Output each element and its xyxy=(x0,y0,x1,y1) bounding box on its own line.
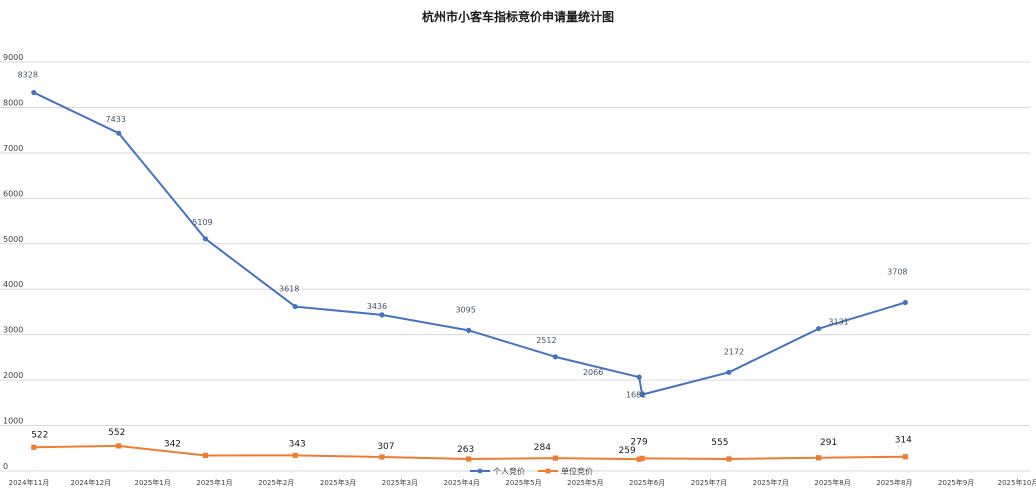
data-label-unit: 284 xyxy=(534,443,551,453)
y-tick-label: 1000 xyxy=(3,417,23,426)
y-tick-label: 2000 xyxy=(3,371,23,380)
x-tick-label: 2025年5月 xyxy=(505,478,541,487)
y-tick-label: 4000 xyxy=(3,280,23,289)
y-tick-label: 0 xyxy=(3,462,8,471)
x-tick-label: 2025年5月 xyxy=(567,478,603,487)
x-tick-label: 2025年10月 xyxy=(998,478,1036,487)
data-label-unit: 259 xyxy=(619,446,636,456)
data-label-unit: 291 xyxy=(820,438,837,448)
data-point-unit xyxy=(636,456,642,462)
legend-label: 个人竞价 xyxy=(493,466,525,476)
data-point-unit xyxy=(816,455,822,461)
data-label-unit: 263 xyxy=(457,445,474,455)
data-point-unit xyxy=(202,452,209,459)
gridlines xyxy=(0,61,1030,472)
data-point-personal xyxy=(639,392,645,398)
data-label-unit: 552 xyxy=(108,428,125,438)
data-point-personal xyxy=(552,354,559,360)
data-label-personal: 3618 xyxy=(279,285,299,294)
data-label-unit: 342 xyxy=(164,439,181,449)
x-tick-label: 2025年8月 xyxy=(876,478,912,487)
data-point-personal xyxy=(902,299,908,306)
x-tick-label: 2025年2月 xyxy=(258,478,294,487)
data-label-personal: 2512 xyxy=(536,336,556,345)
series-line-unit xyxy=(33,444,906,461)
data-point-personal xyxy=(292,303,298,310)
data-label-personal: 7433 xyxy=(106,115,126,124)
series-line-personal xyxy=(33,91,906,396)
data-label-personal: 8328 xyxy=(18,71,38,80)
x-tick-label: 2025年3月 xyxy=(320,478,356,487)
x-tick-label: 2025年7月 xyxy=(691,478,727,487)
x-axis-ticks: 2024年11月 2024年12月 2025年1月 2025年1月 2025年2月 202… xyxy=(9,478,1036,487)
y-axis-ticks: 0 1000 2000 3000 4000 5000 6000 7000 8000 9000 xyxy=(3,53,23,471)
data-point-personal xyxy=(116,130,122,136)
data-point-personal xyxy=(466,327,472,333)
data-label-unit: 343 xyxy=(289,439,306,449)
chart-title: 杭州市小客车指标竞价申请量统计图 xyxy=(422,9,614,24)
legend: 个人竞价 单位竞价 xyxy=(470,466,593,476)
legend-item-personal: 个人竞价 xyxy=(470,466,525,476)
x-tick-label: 2025年7月 xyxy=(753,478,789,487)
data-point-personal xyxy=(726,369,732,375)
x-tick-label: 2025年3月 xyxy=(382,478,418,487)
data-point-unit xyxy=(466,456,472,462)
data-point-unit xyxy=(902,454,908,460)
data-label-unit: 314 xyxy=(895,436,912,446)
legend-item-unit: 单位竞价 xyxy=(538,466,593,476)
x-tick-label: 2025年1月 xyxy=(196,478,232,487)
data-label-unit: 307 xyxy=(377,442,394,452)
x-tick-label: 2025年6月 xyxy=(629,478,665,487)
data-point-personal xyxy=(202,236,209,242)
data-label-personal: 1681 xyxy=(626,391,646,400)
data-label-personal: 5109 xyxy=(192,218,212,227)
data-label-personal: 3436 xyxy=(367,302,387,311)
y-tick-label: 3000 xyxy=(3,326,23,335)
data-labels: 8328 7433 5109 3618 3436 3095 2512 2066 1681 2172… xyxy=(18,71,913,457)
data-point-unit xyxy=(726,456,732,462)
data-point-personal xyxy=(379,312,385,318)
x-tick-label: 2024年12月 xyxy=(70,478,111,487)
x-tick-label: 2024年11月 xyxy=(9,478,50,487)
data-label-personal: 2172 xyxy=(724,347,744,356)
y-tick-label: 5000 xyxy=(3,235,23,244)
y-tick-label: 6000 xyxy=(3,189,23,198)
data-point-unit xyxy=(116,443,122,449)
data-label-unit: 555 xyxy=(711,438,728,448)
legend-swatch-marker xyxy=(477,468,483,474)
x-tick-label: 2025年1月 xyxy=(134,478,170,487)
y-tick-label: 8000 xyxy=(3,98,23,107)
x-tick-label: 2025年9月 xyxy=(938,478,974,487)
data-point-personal xyxy=(636,374,642,380)
legend-swatch-marker xyxy=(545,468,551,474)
data-point-unit xyxy=(552,455,558,461)
data-point-personal xyxy=(816,326,822,332)
data-label-personal: 3708 xyxy=(887,267,907,276)
data-label-personal: 3131 xyxy=(828,318,848,327)
legend-label: 单位竞价 xyxy=(561,466,593,476)
x-tick-label: 2025年4月 xyxy=(444,478,480,487)
y-tick-label: 7000 xyxy=(3,144,23,153)
data-label-unit: 522 xyxy=(31,430,48,440)
y-tick-label: 9000 xyxy=(3,53,23,62)
series-lines xyxy=(31,89,908,462)
data-point-unit xyxy=(379,454,385,460)
data-point-unit xyxy=(639,455,645,461)
x-tick-label: 2025年8月 xyxy=(814,478,850,487)
data-point-personal xyxy=(31,89,37,96)
data-label-unit: 279 xyxy=(631,437,648,447)
data-label-personal: 3095 xyxy=(455,305,475,314)
data-point-unit xyxy=(292,452,298,459)
data-point-unit xyxy=(31,444,37,450)
data-label-personal: 2066 xyxy=(583,368,603,377)
